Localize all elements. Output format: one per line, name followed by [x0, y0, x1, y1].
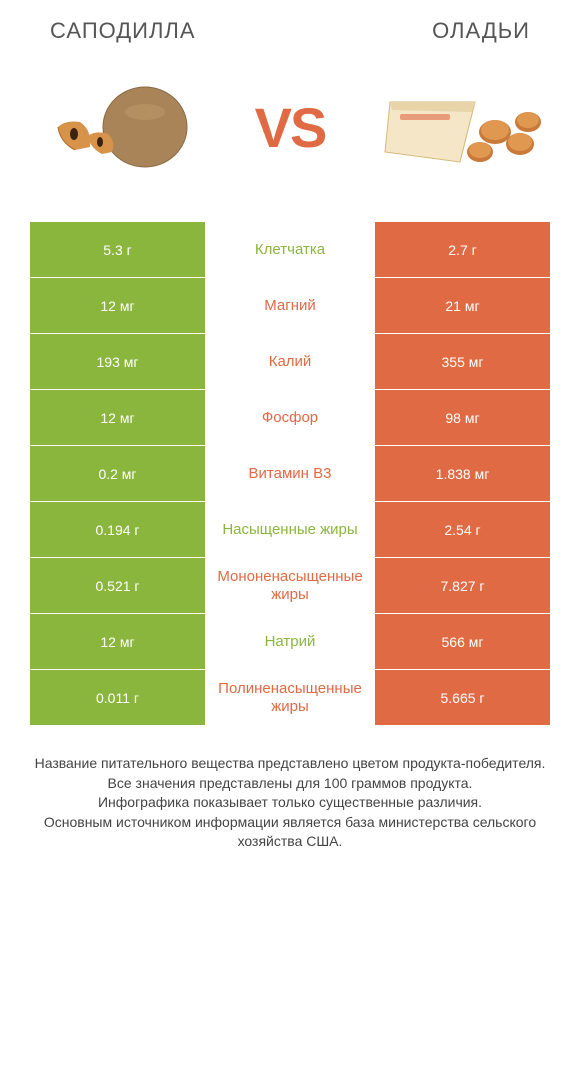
left-product-title: САПОДИЛЛА: [50, 18, 196, 44]
right-value: 566 мг: [375, 614, 550, 669]
nutrient-label: Натрий: [205, 614, 375, 669]
nutrient-label: Фосфор: [205, 390, 375, 445]
nutrient-label: Насыщенные жиры: [205, 502, 375, 557]
left-value: 5.3 г: [30, 222, 205, 277]
right-value: 7.827 г: [375, 558, 550, 613]
nutrient-label: Полиненасыщенные жиры: [205, 670, 375, 725]
table-row: 5.3 гКлетчатка2.7 г: [30, 222, 550, 278]
footnote-line: Все значения представлены для 100 граммо…: [30, 774, 550, 794]
footnote-line: Основным источником информации является …: [30, 813, 550, 852]
table-row: 12 мгФосфор98 мг: [30, 390, 550, 446]
nutrient-label: Клетчатка: [205, 222, 375, 277]
left-value: 0.2 мг: [30, 446, 205, 501]
sapodilla-image: [30, 72, 200, 182]
table-row: 12 мгМагний21 мг: [30, 278, 550, 334]
comparison-table: 5.3 гКлетчатка2.7 г12 мгМагний21 мг193 м…: [30, 222, 550, 726]
right-value: 98 мг: [375, 390, 550, 445]
left-value: 0.521 г: [30, 558, 205, 613]
right-product-title: ОЛАДЬИ: [432, 18, 530, 44]
right-value: 5.665 г: [375, 670, 550, 725]
table-row: 0.521 гМононенасыщенные жиры7.827 г: [30, 558, 550, 614]
left-value: 193 мг: [30, 334, 205, 389]
left-value: 12 мг: [30, 278, 205, 333]
right-value: 2.54 г: [375, 502, 550, 557]
hero-row: VS: [0, 52, 580, 222]
right-value: 21 мг: [375, 278, 550, 333]
vs-label: VS: [255, 95, 326, 160]
right-value: 355 мг: [375, 334, 550, 389]
pancakes-image: [380, 72, 550, 182]
nutrient-label: Витамин B3: [205, 446, 375, 501]
table-row: 12 мгНатрий566 мг: [30, 614, 550, 670]
left-value: 12 мг: [30, 390, 205, 445]
left-value: 12 мг: [30, 614, 205, 669]
right-value: 1.838 мг: [375, 446, 550, 501]
left-value: 0.194 г: [30, 502, 205, 557]
nutrient-label: Мононенасыщенные жиры: [205, 558, 375, 613]
footnote-line: Инфографика показывает только существенн…: [30, 793, 550, 813]
left-value: 0.011 г: [30, 670, 205, 725]
table-row: 0.194 гНасыщенные жиры2.54 г: [30, 502, 550, 558]
footnote-line: Название питательного вещества представл…: [30, 754, 550, 774]
nutrient-label: Магний: [205, 278, 375, 333]
nutrient-label: Калий: [205, 334, 375, 389]
table-row: 0.011 гПолиненасыщенные жиры5.665 г: [30, 670, 550, 726]
header: САПОДИЛЛА ОЛАДЬИ: [0, 0, 580, 52]
table-row: 193 мгКалий355 мг: [30, 334, 550, 390]
right-value: 2.7 г: [375, 222, 550, 277]
footnote: Название питательного вещества представл…: [30, 754, 550, 872]
table-row: 0.2 мгВитамин B31.838 мг: [30, 446, 550, 502]
